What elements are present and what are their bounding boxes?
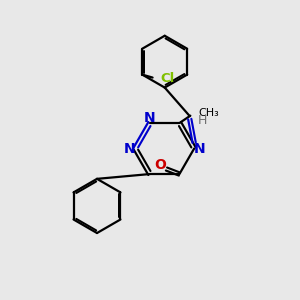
Text: O: O xyxy=(154,158,166,172)
Text: N: N xyxy=(144,111,156,125)
Text: N: N xyxy=(124,142,136,155)
Text: H: H xyxy=(197,114,207,127)
Text: CH₃: CH₃ xyxy=(198,108,219,118)
Text: N: N xyxy=(194,142,205,155)
Text: Cl: Cl xyxy=(160,72,174,85)
